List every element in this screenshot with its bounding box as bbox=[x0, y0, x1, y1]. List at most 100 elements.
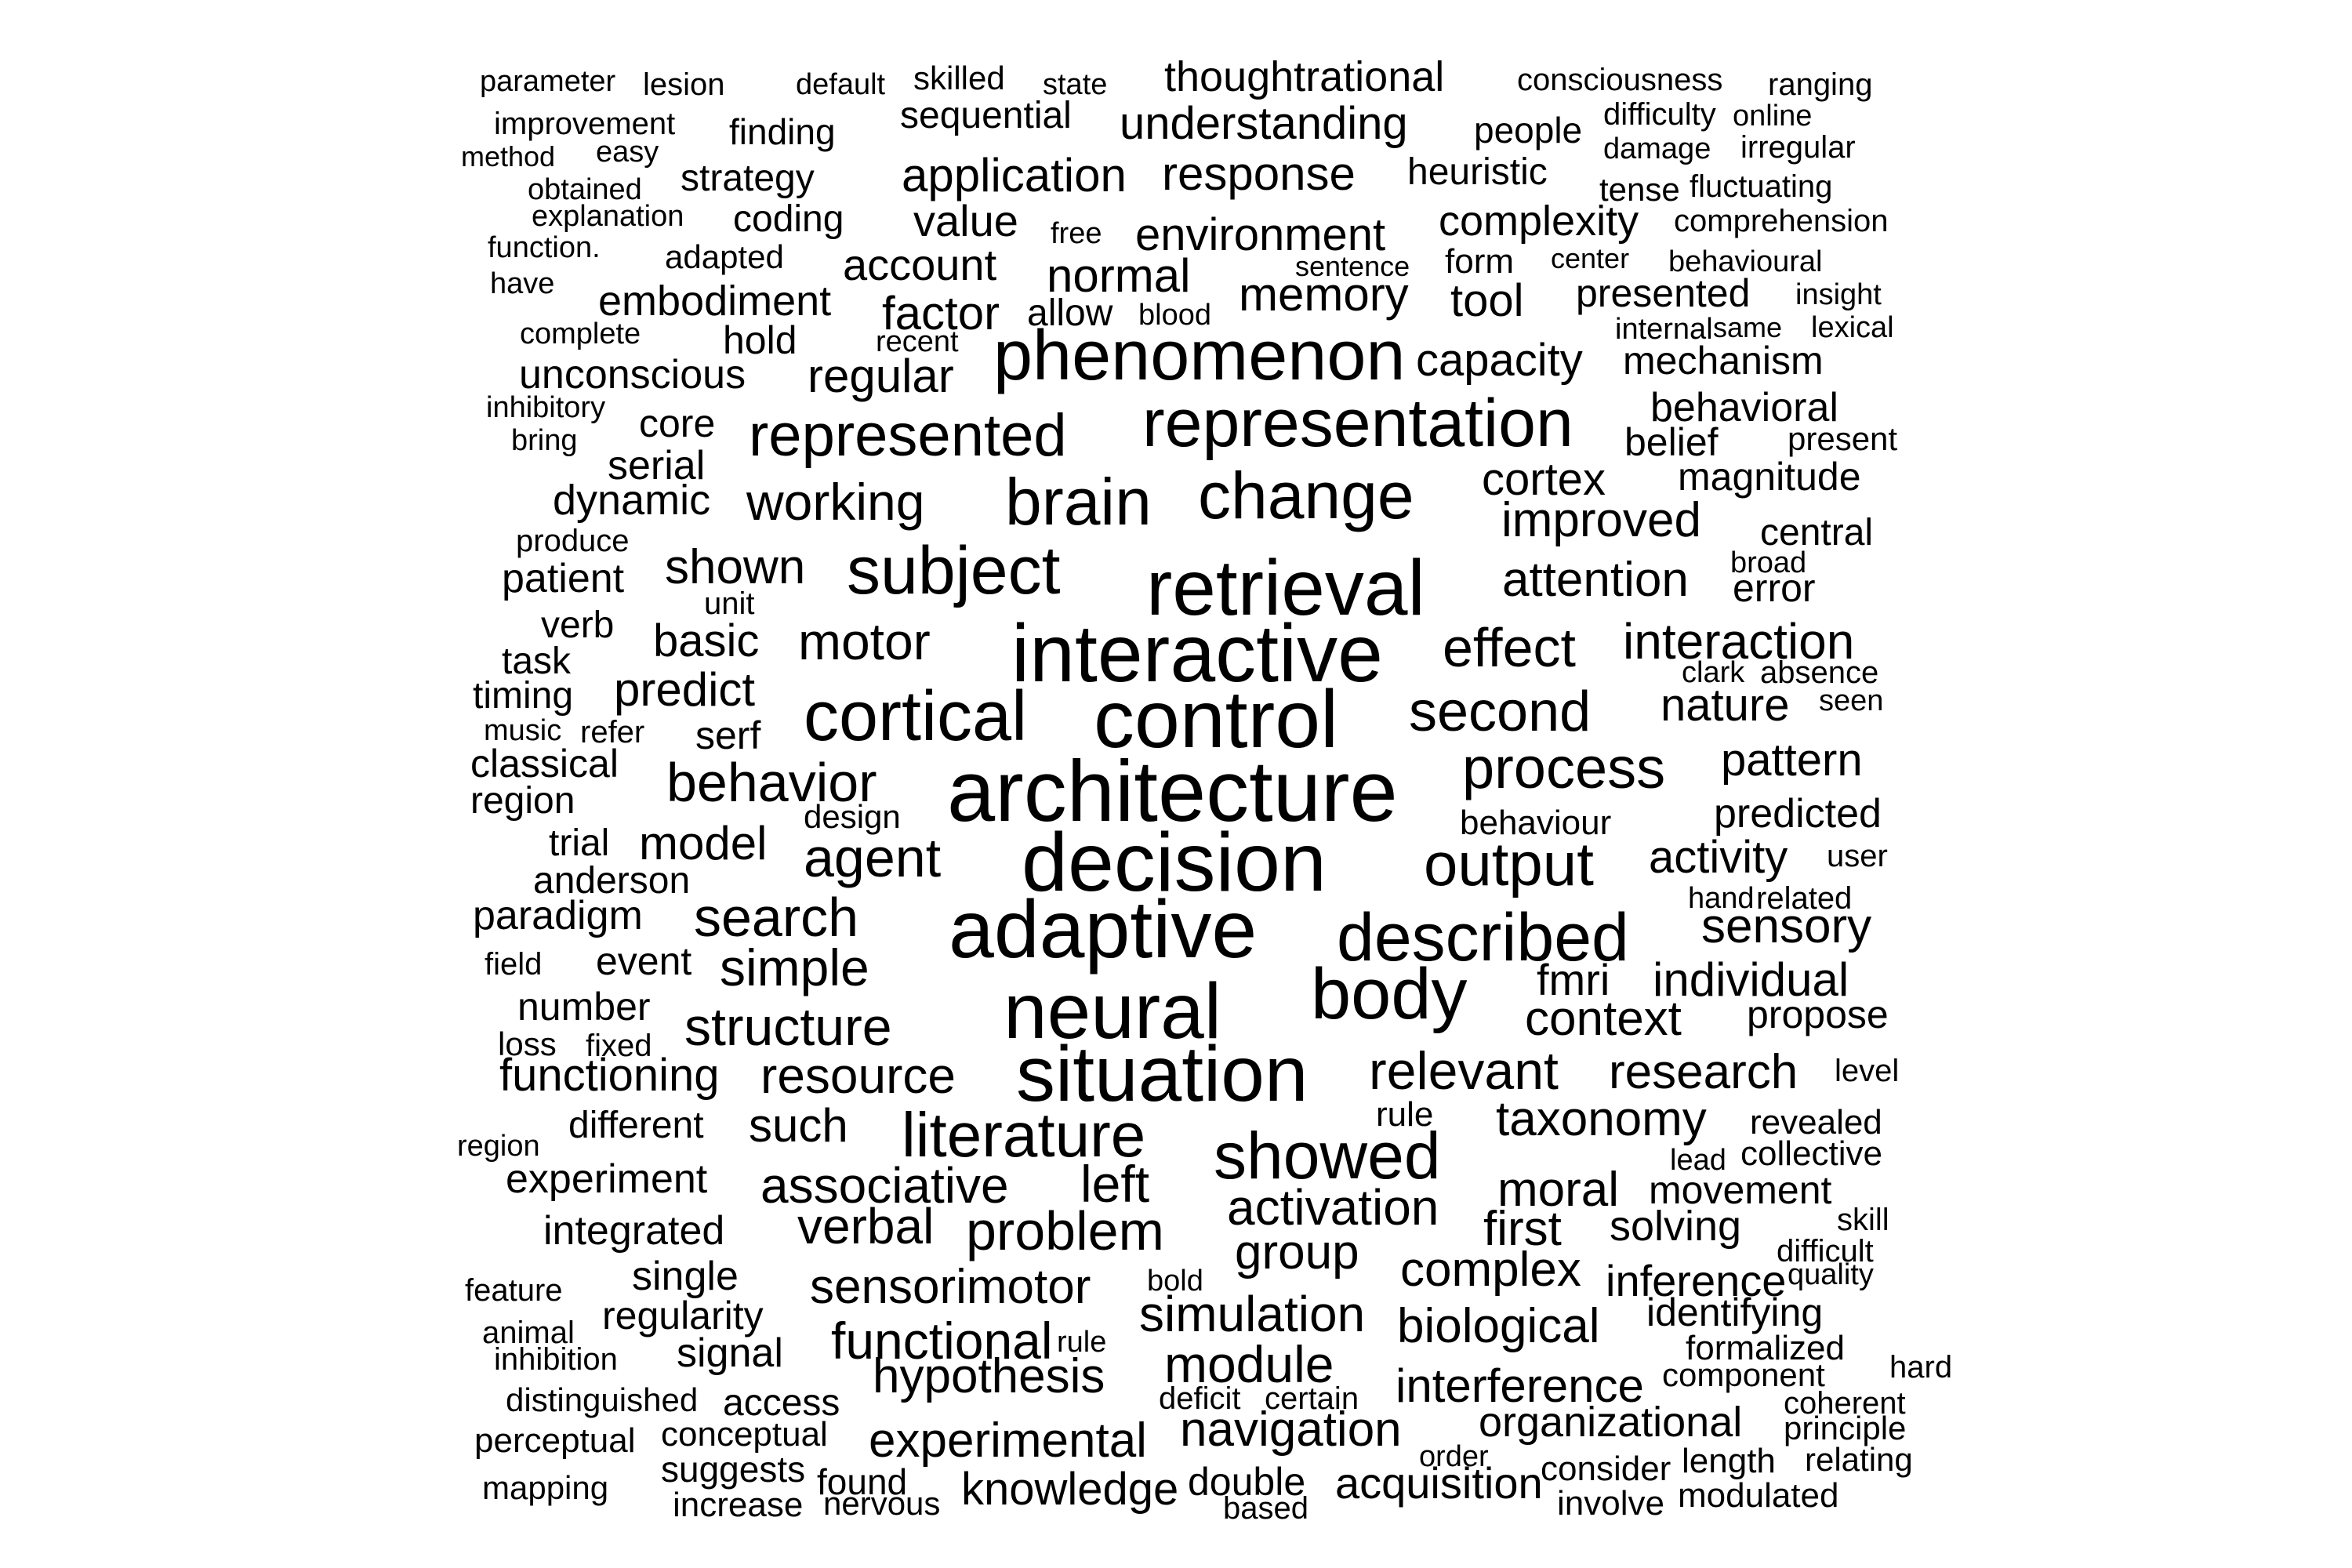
word-found: found bbox=[817, 1461, 908, 1502]
word-involve: involve bbox=[1557, 1484, 1664, 1523]
word-activity: activity bbox=[1649, 832, 1788, 883]
word-fixed: fixed bbox=[586, 1029, 652, 1063]
word-taxonomy: taxonomy bbox=[1496, 1092, 1707, 1146]
word-serial: serial bbox=[608, 443, 706, 488]
word-factor: factor bbox=[882, 287, 1000, 339]
word-coding: coding bbox=[733, 198, 844, 240]
word-difficult: difficult bbox=[1777, 1234, 1874, 1269]
word-situation: situation bbox=[1016, 1030, 1308, 1118]
word-bring: bring bbox=[511, 424, 578, 457]
word-inhibitory: inhibitory bbox=[486, 391, 606, 424]
word-related: related bbox=[1756, 881, 1853, 916]
word-region: region bbox=[470, 780, 575, 822]
word-environment: environment bbox=[1135, 209, 1386, 260]
word-pattern: pattern bbox=[1721, 735, 1863, 786]
word-hand: hand bbox=[1688, 882, 1755, 915]
word-behavioral: behavioral bbox=[1650, 385, 1838, 430]
word-coherent: coherent bbox=[1784, 1386, 1906, 1421]
word-hard: hard bbox=[1889, 1350, 1953, 1385]
word-revealed: revealed bbox=[1750, 1103, 1882, 1142]
word-anderson: anderson bbox=[533, 860, 691, 902]
word-agent: agent bbox=[804, 827, 942, 888]
word-distinguished: distinguished bbox=[506, 1381, 699, 1418]
word-single: single bbox=[632, 1254, 739, 1299]
word-lead: lead bbox=[1670, 1144, 1726, 1177]
word-moral: moral bbox=[1497, 1163, 1620, 1217]
word-relevant: relevant bbox=[1369, 1041, 1559, 1101]
word-resource: resource bbox=[760, 1047, 956, 1104]
word-classical: classical bbox=[470, 742, 619, 786]
word-field: field bbox=[485, 947, 543, 982]
word-working: working bbox=[746, 473, 925, 531]
word-design: design bbox=[804, 798, 901, 835]
word-damage: damage bbox=[1603, 132, 1711, 165]
word-understanding: understanding bbox=[1120, 98, 1408, 149]
word-mapping: mapping bbox=[482, 1469, 609, 1506]
word-propose: propose bbox=[1747, 993, 1889, 1036]
word-representation: representation bbox=[1142, 386, 1573, 461]
word-length: length bbox=[1682, 1442, 1776, 1480]
word-deficit: deficit bbox=[1159, 1381, 1241, 1416]
word-fmri: fmri bbox=[1537, 955, 1610, 1004]
word-people: people bbox=[1474, 110, 1583, 151]
word-cortex: cortex bbox=[1482, 454, 1606, 505]
word-search: search bbox=[694, 887, 859, 948]
word-experiment: experiment bbox=[506, 1156, 708, 1202]
word-unconscious: unconscious bbox=[519, 352, 746, 397]
word-region: region bbox=[457, 1130, 540, 1163]
word-associative: associative bbox=[760, 1157, 1009, 1214]
word-conceptual: conceptual bbox=[661, 1415, 828, 1454]
word-modulated: modulated bbox=[1678, 1476, 1839, 1515]
word-skilled: skilled bbox=[913, 60, 1005, 96]
word-irregular: irregular bbox=[1740, 130, 1856, 165]
word-biological: biological bbox=[1397, 1299, 1600, 1353]
word-neural: neural bbox=[1004, 967, 1221, 1055]
word-adapted: adapted bbox=[665, 238, 784, 275]
word-experimental: experimental bbox=[869, 1414, 1147, 1468]
word-nervous: nervous bbox=[823, 1485, 941, 1522]
word-complete: complete bbox=[520, 318, 641, 350]
word-number: number bbox=[517, 985, 651, 1029]
word-access: access bbox=[723, 1382, 840, 1424]
word-structure: structure bbox=[684, 997, 892, 1057]
word-suggests: suggests bbox=[661, 1449, 806, 1490]
word-parameter: parameter bbox=[480, 65, 616, 98]
word-behaviour: behaviour bbox=[1460, 804, 1612, 842]
word-event: event bbox=[596, 939, 692, 983]
word-blood: blood bbox=[1138, 299, 1211, 332]
word-application: application bbox=[902, 149, 1127, 201]
word-context: context bbox=[1525, 992, 1682, 1046]
word-such: such bbox=[749, 1099, 848, 1152]
word-improvement: improvement bbox=[494, 107, 676, 141]
word-response: response bbox=[1162, 147, 1356, 200]
word-knowledge: knowledge bbox=[961, 1464, 1179, 1515]
word-output: output bbox=[1424, 829, 1594, 898]
word-acquisition: acquisition bbox=[1335, 1458, 1543, 1508]
word-improved: improved bbox=[1501, 493, 1701, 547]
word-simple: simple bbox=[720, 938, 869, 996]
word-thoughtrational: thoughtrational bbox=[1164, 53, 1445, 100]
word-memory: memory bbox=[1239, 268, 1409, 321]
word-lexical: lexical bbox=[1811, 311, 1894, 344]
word-fluctuating: fluctuating bbox=[1690, 169, 1833, 204]
word-second: second bbox=[1409, 681, 1592, 743]
word-motor: motor bbox=[798, 612, 931, 670]
word-organizational: organizational bbox=[1479, 1399, 1743, 1446]
word-insight: insight bbox=[1795, 278, 1882, 311]
word-attention: attention bbox=[1502, 553, 1689, 607]
word-recent: recent bbox=[876, 325, 959, 358]
word-feature: feature bbox=[465, 1273, 563, 1308]
word-model: model bbox=[639, 817, 768, 869]
word-regularity: regularity bbox=[602, 1294, 764, 1338]
word-heuristic: heuristic bbox=[1407, 151, 1548, 193]
word-effect: effect bbox=[1443, 617, 1576, 678]
word-verb: verb bbox=[541, 604, 615, 646]
word-quality: quality bbox=[1788, 1258, 1874, 1291]
word-control: control bbox=[1094, 674, 1339, 765]
word-same: same bbox=[1713, 311, 1783, 343]
word-easy: easy bbox=[596, 136, 659, 169]
word-present: present bbox=[1788, 420, 1898, 457]
word-sensory: sensory bbox=[1701, 899, 1872, 953]
word-behavior: behavior bbox=[666, 752, 877, 813]
word-music: music bbox=[484, 714, 562, 747]
